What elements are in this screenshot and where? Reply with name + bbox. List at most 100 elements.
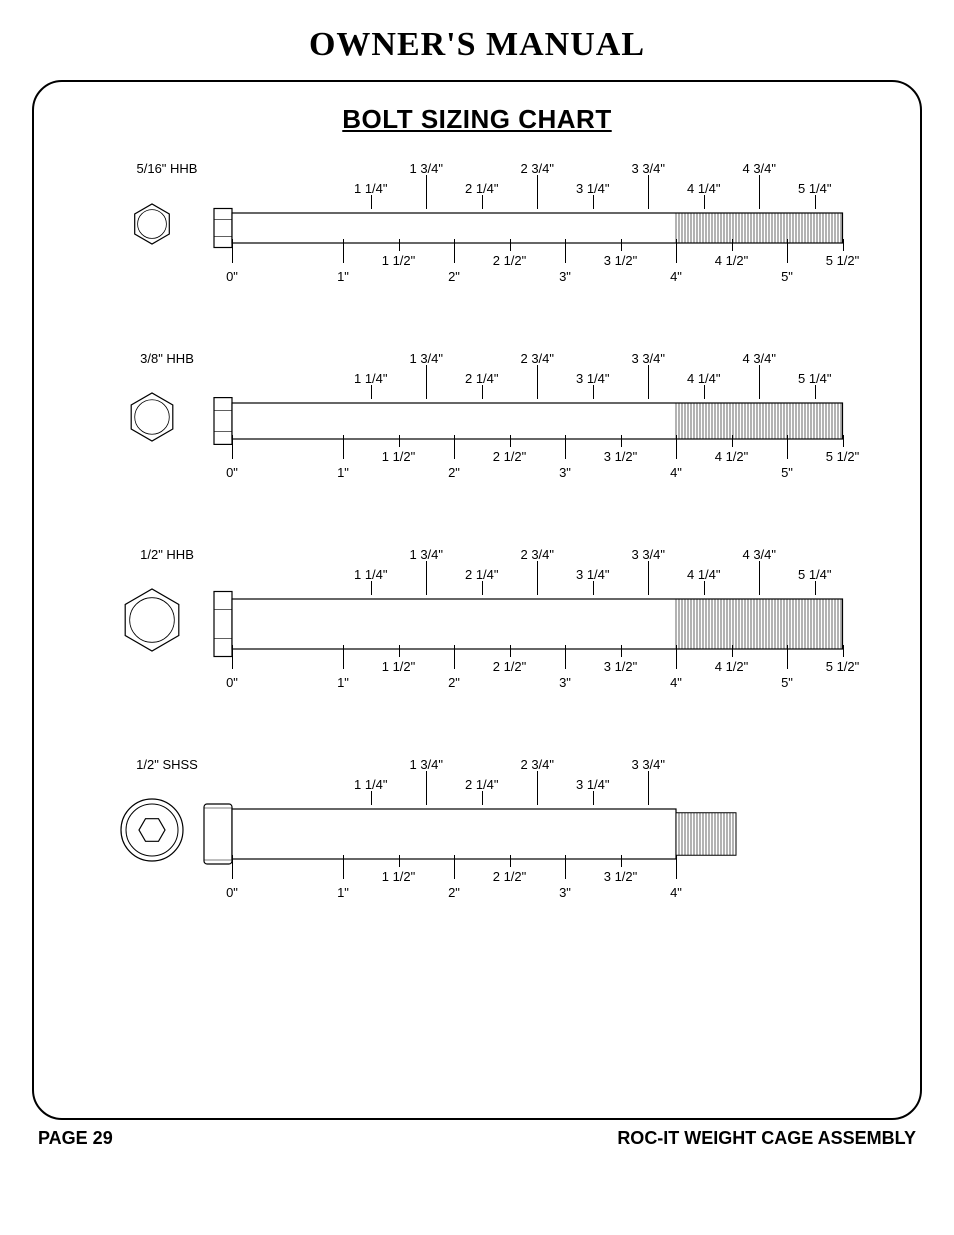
ruler-tick bbox=[454, 855, 455, 879]
ruler-tick-label: 5" bbox=[781, 675, 793, 690]
ruler-tick-label: 2" bbox=[448, 465, 460, 480]
ruler-tick-label: 1 3/4" bbox=[409, 547, 443, 562]
ruler-tick bbox=[787, 435, 788, 459]
ruler-tick bbox=[732, 645, 733, 657]
page: OWNER'S MANUAL BOLT SIZING CHART 5/16" H… bbox=[0, 0, 954, 1169]
ruler-tick-label: 5 1/2" bbox=[826, 659, 860, 674]
ruler-tick-label: 2 1/2" bbox=[493, 869, 527, 884]
ruler-tick bbox=[371, 791, 372, 805]
ruler-tick bbox=[399, 645, 400, 657]
bolt-row: 5/16" HHB 1 1/4"1 3/4"2 1/4"2 3/4"3 1/4"… bbox=[52, 161, 902, 351]
ruler-tick bbox=[593, 791, 594, 805]
ruler-tick bbox=[732, 239, 733, 251]
ruler-tick bbox=[565, 855, 566, 879]
footer-assembly: ROC-IT WEIGHT CAGE ASSEMBLY bbox=[617, 1128, 916, 1149]
ruler-tick-label: 5" bbox=[781, 465, 793, 480]
doc-title: OWNER'S MANUAL bbox=[32, 26, 922, 64]
ruler-tick-label: 1 3/4" bbox=[409, 161, 443, 176]
ruler-tick-label: 5 1/4" bbox=[798, 371, 832, 386]
ruler-tick-label: 2 3/4" bbox=[520, 351, 554, 366]
ruler-tick-label: 3" bbox=[559, 885, 571, 900]
ruler-tick-label: 4 3/4" bbox=[742, 161, 776, 176]
ruler-tick-label: 3 1/4" bbox=[576, 181, 610, 196]
socket-head-icon bbox=[119, 797, 185, 868]
ruler-tick-label: 1" bbox=[337, 269, 349, 284]
ruler-tick bbox=[759, 561, 760, 595]
ruler-tick bbox=[815, 385, 816, 399]
ruler-tick bbox=[232, 645, 233, 669]
ruler-tick-label: 4 3/4" bbox=[742, 547, 776, 562]
ruler-tick bbox=[232, 435, 233, 459]
ruler-tick-label: 2 3/4" bbox=[520, 161, 554, 176]
ruler-tick-label: 3 1/2" bbox=[604, 449, 638, 464]
ruler-tick-label: 2 1/2" bbox=[493, 659, 527, 674]
ruler-tick-label: 4" bbox=[670, 885, 682, 900]
ruler-tick-label: 1" bbox=[337, 465, 349, 480]
ruler-tick-label: 3 1/4" bbox=[576, 567, 610, 582]
bolt-ruler: 1 1/4"1 3/4"2 1/4"2 3/4"3 1/4"3 3/4"0"1"… bbox=[232, 757, 892, 967]
ruler-tick-label: 2 1/4" bbox=[465, 777, 499, 792]
ruler-tick bbox=[621, 435, 622, 447]
ruler-tick-label: 3 1/2" bbox=[604, 659, 638, 674]
ruler-tick bbox=[343, 239, 344, 263]
ruler-tick-label: 2" bbox=[448, 885, 460, 900]
ruler-tick bbox=[482, 581, 483, 595]
ruler-tick-label: 4" bbox=[670, 269, 682, 284]
ruler-tick-label: 4 3/4" bbox=[742, 351, 776, 366]
hex-head-icon bbox=[119, 587, 185, 658]
ruler-tick-label: 4 1/2" bbox=[715, 659, 749, 674]
chart-title: BOLT SIZING CHART bbox=[52, 104, 902, 135]
ruler-tick-label: 2 1/2" bbox=[493, 253, 527, 268]
ruler-tick-label: 5 1/2" bbox=[826, 253, 860, 268]
ruler-tick bbox=[482, 195, 483, 209]
ruler-tick-label: 1" bbox=[337, 885, 349, 900]
ruler-tick bbox=[343, 645, 344, 669]
ruler-tick-label: 3" bbox=[559, 269, 571, 284]
ruler-tick bbox=[482, 791, 483, 805]
ruler-tick-label: 5" bbox=[781, 269, 793, 284]
ruler-tick bbox=[399, 239, 400, 251]
ruler-tick-label: 2 1/4" bbox=[465, 371, 499, 386]
ruler-tick bbox=[399, 855, 400, 867]
ruler-tick-label: 3" bbox=[559, 465, 571, 480]
ruler-tick bbox=[593, 581, 594, 595]
ruler-tick bbox=[426, 365, 427, 399]
ruler-tick bbox=[565, 435, 566, 459]
ruler-tick bbox=[371, 581, 372, 595]
bolt-ruler: 1 1/4"1 3/4"2 1/4"2 3/4"3 1/4"3 3/4"4 1/… bbox=[232, 547, 892, 757]
ruler-tick bbox=[454, 435, 455, 459]
ruler-tick bbox=[537, 175, 538, 209]
ruler-tick-label: 4" bbox=[670, 675, 682, 690]
ruler-tick-label: 3 3/4" bbox=[631, 547, 665, 562]
ruler-tick-label: 0" bbox=[226, 269, 238, 284]
ruler-tick bbox=[426, 561, 427, 595]
bolt-size-label: 1/2" SHSS bbox=[122, 757, 212, 772]
ruler-tick-label: 1 1/2" bbox=[382, 659, 416, 674]
ruler-tick-label: 3 1/4" bbox=[576, 777, 610, 792]
ruler-tick-label: 3 3/4" bbox=[631, 161, 665, 176]
ruler-tick-label: 1 3/4" bbox=[409, 757, 443, 772]
ruler-tick-label: 4 1/2" bbox=[715, 253, 749, 268]
ruler-tick bbox=[759, 175, 760, 209]
ruler-tick-label: 2 1/4" bbox=[465, 567, 499, 582]
ruler-tick bbox=[510, 435, 511, 447]
ruler-tick-label: 4" bbox=[670, 465, 682, 480]
bolt-row: 1/2" HHB 1 1/4"1 3/4"2 1/4"2 3/4"3 1/4"3… bbox=[52, 547, 902, 757]
ruler-tick bbox=[815, 195, 816, 209]
ruler-tick-label: 2 3/4" bbox=[520, 757, 554, 772]
ruler-tick bbox=[565, 645, 566, 669]
ruler-tick bbox=[426, 175, 427, 209]
ruler-tick bbox=[454, 645, 455, 669]
ruler-tick bbox=[732, 435, 733, 447]
ruler-tick-label: 4 1/4" bbox=[687, 567, 721, 582]
ruler-tick bbox=[621, 855, 622, 867]
ruler-tick-label: 3 3/4" bbox=[631, 351, 665, 366]
ruler-tick-label: 4 1/2" bbox=[715, 449, 749, 464]
bolt-ruler: 1 1/4"1 3/4"2 1/4"2 3/4"3 1/4"3 3/4"4 1/… bbox=[232, 351, 892, 547]
ruler-tick bbox=[371, 195, 372, 209]
ruler-tick bbox=[704, 385, 705, 399]
ruler-tick-label: 4 1/4" bbox=[687, 371, 721, 386]
ruler-tick bbox=[787, 239, 788, 263]
ruler-tick-label: 1 3/4" bbox=[409, 351, 443, 366]
ruler-tick bbox=[232, 855, 233, 879]
